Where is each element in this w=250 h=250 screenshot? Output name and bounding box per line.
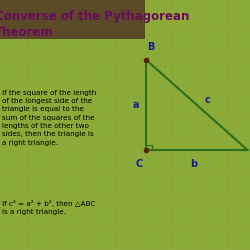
Bar (0, 0, 145, 39)
Text: Converse of the Pythagorean: Converse of the Pythagorean (0, 10, 190, 23)
Text: c: c (205, 95, 211, 105)
Text: C: C (135, 159, 142, 169)
Text: B: B (148, 42, 155, 52)
Text: Theorem: Theorem (0, 26, 54, 38)
Text: b: b (190, 159, 197, 169)
Text: If c² = a² + b², then △ABC
is a right triangle.: If c² = a² + b², then △ABC is a right tr… (2, 200, 96, 215)
Text: a: a (132, 100, 139, 110)
Text: If the square of the length
of the longest side of the
triangle is equal to the
: If the square of the length of the longe… (2, 90, 97, 146)
